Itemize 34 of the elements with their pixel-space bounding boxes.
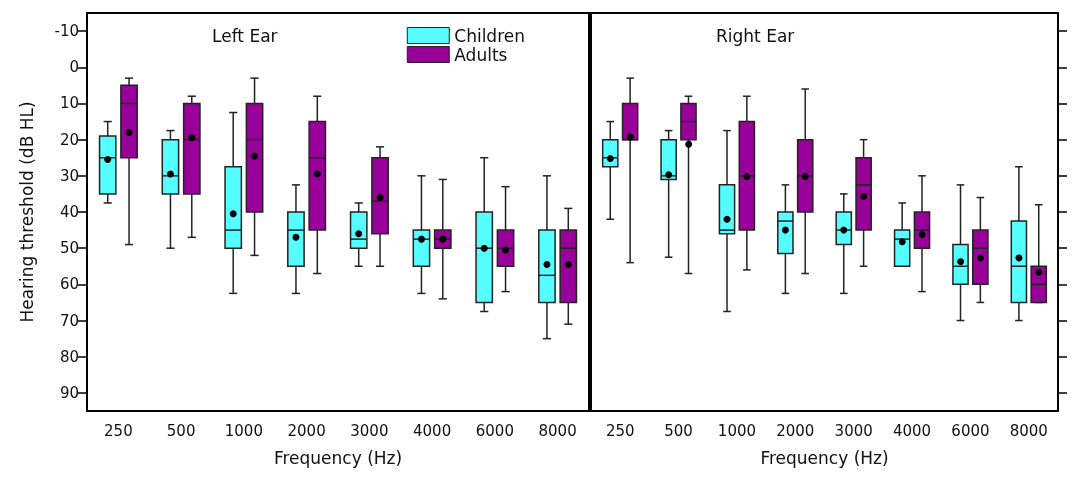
text: Left Ear (212, 25, 278, 46)
x-axis-title: Frequency (Hz) (273, 447, 403, 468)
x-axis-title: Frequency (Hz) (760, 447, 889, 468)
y-axis-title: Hearing threshold (dB HL) (16, 101, 37, 323)
y-tick-label: 70 (59, 311, 79, 330)
x-tick-label: 8000 (1009, 421, 1048, 440)
y-tick-label: 60 (59, 275, 79, 294)
y-tick-label: 20 (59, 130, 79, 149)
y-tick-label: 90 (59, 383, 79, 402)
x-tick-label: 8000 (538, 421, 577, 440)
x-tick-label: 6000 (475, 421, 514, 440)
text: Right Ear (716, 25, 795, 46)
x-tick-label: 2000 (287, 421, 326, 440)
y-tick-label: 50 (59, 239, 79, 258)
x-tick-label: 500 (166, 421, 196, 440)
x-tick-label: 4000 (892, 421, 932, 440)
x-tick-label: 2000 (776, 421, 815, 440)
legend-label: Children (454, 25, 525, 46)
y-tick-label: 80 (59, 347, 79, 366)
x-tick-label: 3000 (834, 421, 873, 440)
x-tick-label: 1000 (224, 421, 263, 440)
y-tick-label: 30 (59, 166, 79, 185)
x-tick-label: 250 (104, 421, 133, 440)
x-tick-label: 500 (664, 421, 693, 440)
x-tick-label: 3000 (350, 421, 389, 440)
y-tick-label: -10 (54, 22, 79, 41)
y-tick-label: 0 (69, 58, 79, 77)
x-tick-label: 250 (605, 421, 635, 440)
y-tick-label: 10 (59, 94, 79, 113)
x-tick-label: 6000 (951, 421, 990, 440)
x-tick-label: 4000 (413, 421, 452, 440)
legend-label: Adults (454, 44, 508, 65)
y-tick-label: 40 (59, 203, 79, 221)
x-tick-label: 1000 (717, 421, 757, 440)
